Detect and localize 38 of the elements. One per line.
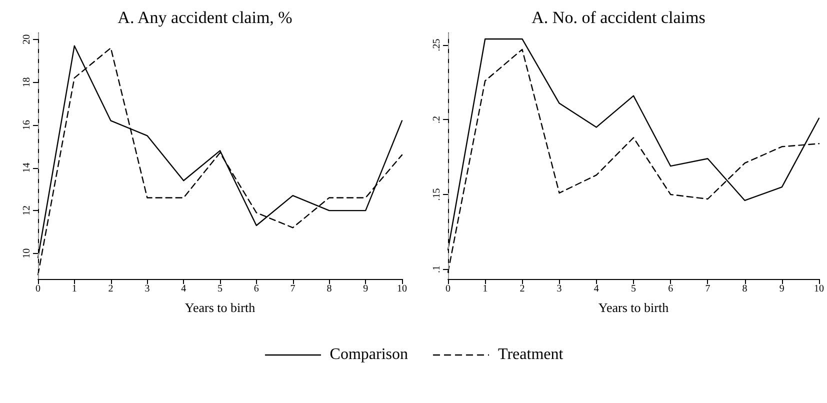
y-tick-label: .15	[432, 188, 442, 201]
x-tick-label: 4	[594, 284, 599, 294]
x-tick-label: 8	[326, 284, 332, 294]
x-tick-label: 10	[397, 284, 407, 294]
x-tick-label: 0	[36, 284, 40, 294]
y-tick-label: 18	[22, 77, 32, 88]
x-tick-label: 2	[520, 284, 525, 294]
chart-title: A. Any accident claim, %	[118, 8, 292, 27]
x-tick-label: 1	[72, 284, 77, 294]
x-tick-label: 1	[482, 284, 488, 294]
x-tick-label: 6	[254, 284, 259, 294]
x-tick-label: 3	[144, 284, 150, 294]
x-tick-label: 5	[218, 284, 222, 294]
x-tick-label: 10	[814, 284, 824, 294]
y-tick-label: 14	[22, 162, 32, 173]
y-tick-label: .1	[432, 266, 442, 274]
y-tick-label: 10	[22, 248, 32, 258]
x-tick-label: 9	[779, 284, 784, 294]
chart-title: A. No. of accident claims	[532, 8, 706, 27]
x-tick-label: 6	[668, 284, 674, 294]
x-axis-title: Years to birth	[184, 300, 256, 315]
x-tick-label: 7	[290, 284, 296, 294]
x-axis-title: Years to birth	[598, 300, 670, 315]
x-tick-label: 0	[446, 284, 450, 294]
x-tick-label: 7	[705, 284, 710, 294]
legend-label: Comparison	[330, 346, 408, 364]
x-tick-label: 9	[363, 284, 368, 294]
y-tick-label: .2	[432, 116, 442, 124]
x-tick-label: 3	[556, 284, 562, 294]
y-tick-label: 12	[22, 206, 32, 216]
x-tick-label: 2	[108, 284, 114, 294]
x-tick-label: 4	[181, 284, 186, 294]
x-tick-label: 5	[631, 284, 636, 294]
legend-label: Treatment	[498, 346, 564, 364]
x-tick-label: 8	[742, 284, 748, 294]
y-tick-label: .25	[432, 38, 442, 52]
y-tick-label: 16	[22, 120, 32, 130]
y-tick-label: 20	[22, 34, 32, 44]
